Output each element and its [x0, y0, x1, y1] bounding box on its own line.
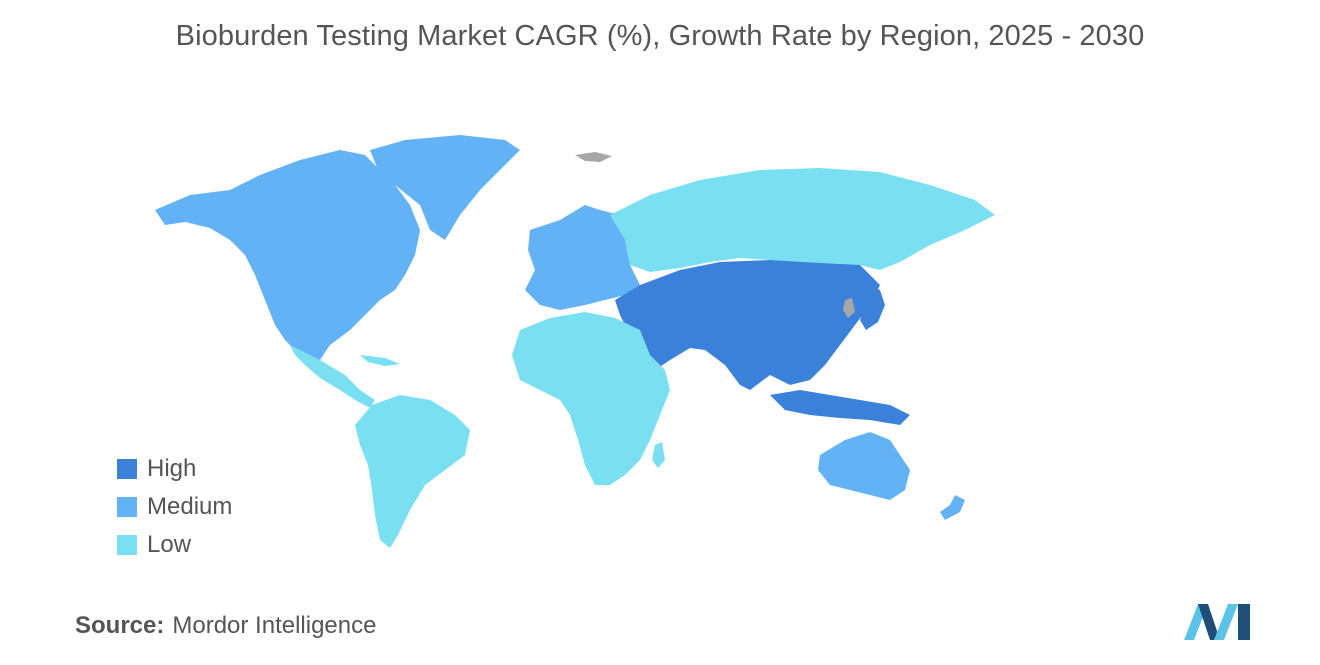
- legend-swatch-medium: [117, 497, 137, 517]
- region-australia: [818, 432, 910, 500]
- region-korea: [843, 298, 855, 318]
- region-russia: [610, 168, 995, 272]
- region-central-america: [290, 345, 375, 408]
- legend-label: High: [147, 455, 197, 482]
- region-southeast-asia: [770, 390, 910, 425]
- legend-swatch-low: [117, 535, 137, 555]
- legend-item-high: High: [117, 450, 232, 488]
- region-new-zealand: [940, 495, 965, 520]
- source-credit: Source: Mordor Intelligence: [75, 612, 376, 640]
- region-africa: [512, 312, 670, 485]
- region-japan: [860, 285, 885, 330]
- legend: High Medium Low: [117, 450, 232, 564]
- legend-swatch-high: [117, 459, 137, 479]
- legend-item-medium: Medium: [117, 488, 232, 526]
- region-asia-high: [615, 260, 880, 390]
- region-svalbard: [575, 152, 612, 162]
- region-north-america: [155, 150, 420, 360]
- region-madagascar: [652, 442, 665, 468]
- region-caribbean: [360, 355, 400, 366]
- source-value: Mordor Intelligence: [172, 612, 377, 639]
- legend-label: Low: [147, 531, 192, 558]
- legend-label: Medium: [147, 493, 233, 520]
- legend-item-low: Low: [117, 526, 232, 564]
- chart-title: Bioburden Testing Market CAGR (%), Growt…: [175, 20, 1145, 52]
- region-greenland: [370, 135, 520, 240]
- source-label: Source:: [75, 612, 165, 639]
- mordor-logo-icon: [1184, 604, 1250, 640]
- region-europe: [525, 205, 640, 310]
- region-south-america: [355, 395, 470, 548]
